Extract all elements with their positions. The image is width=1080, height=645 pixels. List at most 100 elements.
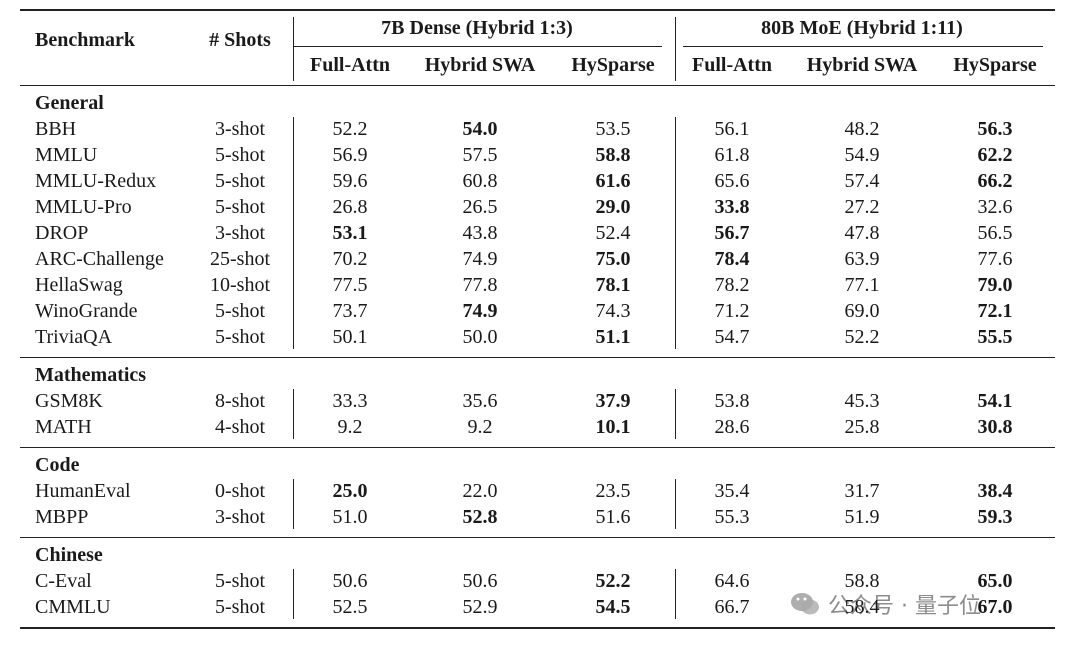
benchmark-name: HellaSwag <box>35 274 123 296</box>
benchmark-name: C-Eval <box>35 570 92 592</box>
column-header: HySparse <box>953 54 1037 76</box>
column-divider <box>293 17 294 81</box>
shots: 25-shot <box>210 248 270 270</box>
score: 54.0 <box>462 118 498 140</box>
score: 78.1 <box>595 274 631 296</box>
shots: 5-shot <box>215 326 265 348</box>
column-divider <box>675 569 676 619</box>
score: 58.8 <box>595 144 631 166</box>
shots: 5-shot <box>215 196 265 218</box>
column-header: Full-Attn <box>310 54 390 76</box>
score: 53.8 <box>714 390 750 412</box>
benchmark-name: ARC-Challenge <box>35 248 164 270</box>
score: 35.4 <box>714 480 750 502</box>
score: 56.9 <box>332 144 368 166</box>
watermark: 公众号 · 量子位 <box>790 588 981 620</box>
header-shots: # Shots <box>209 29 271 51</box>
score: 52.2 <box>595 570 631 592</box>
score: 52.2 <box>332 118 368 140</box>
score: 55.5 <box>977 326 1013 348</box>
shots: 10-shot <box>210 274 270 296</box>
column-header: Hybrid SWA <box>424 54 536 76</box>
shots: 3-shot <box>215 506 265 528</box>
section-title: Chinese <box>35 544 103 566</box>
benchmark-name: MMLU-Redux <box>35 170 157 192</box>
score: 53.5 <box>595 118 631 140</box>
benchmark-name: CMMLU <box>35 596 111 618</box>
score: 54.7 <box>714 326 750 348</box>
benchmark-name: DROP <box>35 222 89 244</box>
score: 52.8 <box>462 506 498 528</box>
score: 54.9 <box>844 144 880 166</box>
score: 60.8 <box>462 170 498 192</box>
group-header: 7B Dense (Hybrid 1:3) <box>381 17 573 39</box>
score: 59.6 <box>332 170 368 192</box>
watermark-text: 公众号 · 量子位 <box>828 594 981 619</box>
shots: 3-shot <box>215 118 265 140</box>
score: 30.8 <box>977 416 1013 438</box>
group-rule <box>293 46 662 47</box>
score: 52.9 <box>462 596 498 618</box>
score: 51.9 <box>844 506 880 528</box>
score: 51.1 <box>595 326 631 348</box>
benchmark-name: MATH <box>35 416 92 438</box>
score: 73.7 <box>332 300 368 322</box>
score: 77.1 <box>844 274 880 296</box>
section-rule <box>20 357 1055 358</box>
score: 43.8 <box>462 222 498 244</box>
score: 66.2 <box>977 170 1013 192</box>
group-rule <box>683 46 1043 47</box>
shots: 5-shot <box>215 570 265 592</box>
score: 77.8 <box>462 274 498 296</box>
score: 75.0 <box>595 248 631 270</box>
benchmark-name: MBPP <box>35 506 89 528</box>
shots: 8-shot <box>215 390 265 412</box>
score: 57.5 <box>462 144 498 166</box>
score: 56.3 <box>977 118 1013 140</box>
shots: 3-shot <box>215 222 265 244</box>
column-divider <box>293 389 294 439</box>
score: 58.8 <box>844 570 880 592</box>
score: 37.9 <box>595 390 631 412</box>
score: 79.0 <box>977 274 1013 296</box>
benchmark-name: MMLU <box>35 144 98 166</box>
score: 55.3 <box>714 506 750 528</box>
header-rule <box>20 85 1055 86</box>
score: 56.5 <box>977 222 1013 244</box>
section-rule <box>20 447 1055 448</box>
column-header: Full-Attn <box>692 54 772 76</box>
score: 69.0 <box>844 300 880 322</box>
score: 56.7 <box>714 222 750 244</box>
benchmark-name: HumanEval <box>35 480 131 502</box>
column-divider <box>293 479 294 529</box>
score: 62.2 <box>977 144 1013 166</box>
score: 48.2 <box>844 118 880 140</box>
column-divider <box>675 17 676 81</box>
score: 66.7 <box>714 596 750 618</box>
score: 77.6 <box>977 248 1013 270</box>
section-rule <box>20 537 1055 538</box>
score: 65.0 <box>977 570 1013 592</box>
score: 50.0 <box>462 326 498 348</box>
benchmark-name: MMLU-Pro <box>35 196 132 218</box>
bottom-rule <box>20 627 1055 629</box>
shots: 5-shot <box>215 596 265 618</box>
column-divider <box>675 389 676 439</box>
top-rule <box>20 9 1055 11</box>
benchmark-name: TriviaQA <box>35 326 113 348</box>
score: 32.6 <box>977 196 1013 218</box>
score: 61.8 <box>714 144 750 166</box>
score: 10.1 <box>595 416 631 438</box>
score: 33.8 <box>714 196 750 218</box>
column-header: HySparse <box>571 54 655 76</box>
score: 54.5 <box>595 596 631 618</box>
shots: 0-shot <box>215 480 265 502</box>
score: 51.6 <box>595 506 631 528</box>
score: 56.1 <box>714 118 750 140</box>
score: 78.2 <box>714 274 750 296</box>
score: 9.2 <box>467 416 493 438</box>
shots: 4-shot <box>215 416 265 438</box>
score: 64.6 <box>714 570 750 592</box>
score: 31.7 <box>844 480 880 502</box>
benchmark-name: GSM8K <box>35 390 103 412</box>
